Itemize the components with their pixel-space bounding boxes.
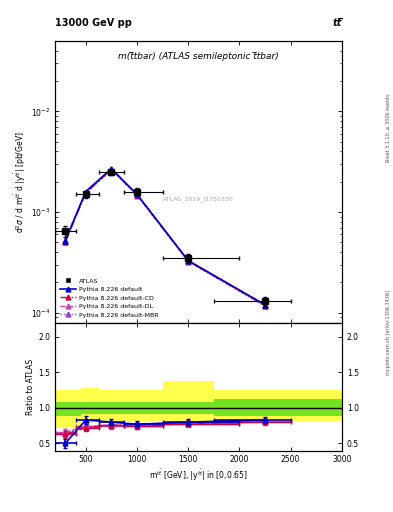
Bar [81, 402, 99, 414]
Y-axis label: d$^2$$\sigma$ / d m$^{t\bar{t}}$ d |y$^{t\bar{t}}$| [pb/GeV]: d$^2$$\sigma$ / d m$^{t\bar{t}}$ d |y$^{… [13, 131, 28, 232]
Text: m(t̅tbar) (ATLAS semileptonic t̅tbar): m(t̅tbar) (ATLAS semileptonic t̅tbar) [118, 52, 279, 61]
Legend: ATLAS, Pythia 8.226 default, Pythia 8.226 default-CD, Pythia 8.226 default-DL, P: ATLAS, Pythia 8.226 default, Pythia 8.22… [58, 276, 160, 319]
Text: ATLAS_2019_I1750330: ATLAS_2019_I1750330 [163, 196, 234, 202]
Text: 13000 GeV pp: 13000 GeV pp [55, 18, 132, 28]
X-axis label: m$^{t\bar{t}}$ [GeV], |y$^{t\bar{t}}$| in [0,0.65]: m$^{t\bar{t}}$ [GeV], |y$^{t\bar{t}}$| i… [149, 467, 248, 483]
Bar [124, 402, 163, 414]
Bar [163, 402, 214, 414]
Y-axis label: Ratio to ATLAS: Ratio to ATLAS [26, 358, 35, 415]
Bar [124, 390, 163, 421]
Bar [316, 399, 342, 416]
Bar [99, 390, 124, 421]
Text: tt̅: tt̅ [332, 18, 342, 28]
Bar [99, 402, 124, 414]
Bar [81, 388, 99, 421]
Bar [316, 390, 342, 421]
Bar [55, 402, 81, 416]
Text: mcplots.cern.ch [arXiv:1306.3436]: mcplots.cern.ch [arXiv:1306.3436] [386, 290, 391, 375]
Bar [214, 390, 316, 421]
Text: Rivet 3.1.10, ≥ 300k events: Rivet 3.1.10, ≥ 300k events [386, 94, 391, 162]
Bar [214, 399, 316, 416]
Bar [55, 390, 81, 428]
Bar [163, 381, 214, 421]
